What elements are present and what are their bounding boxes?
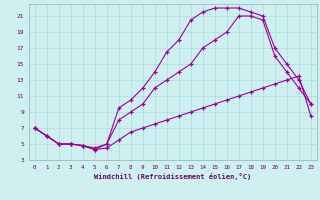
X-axis label: Windchill (Refroidissement éolien,°C): Windchill (Refroidissement éolien,°C) [94, 173, 252, 180]
